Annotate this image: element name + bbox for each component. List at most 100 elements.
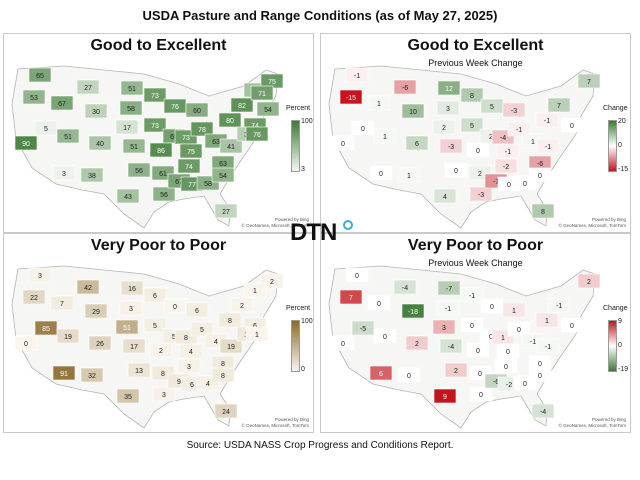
state-value-id: 1 bbox=[377, 101, 381, 108]
state-value-or: -15 bbox=[346, 95, 356, 102]
state-value-wy: 30 bbox=[92, 109, 100, 116]
state-fill-ky bbox=[179, 343, 203, 359]
state-value-ca: 0 bbox=[341, 341, 345, 348]
state-value-mn: 73 bbox=[151, 93, 159, 100]
state-value-de: 76 bbox=[253, 132, 261, 139]
panel-good-excellent-change: Good to Excellent Previous Week Change -… bbox=[320, 33, 631, 233]
state-fill-ks bbox=[439, 338, 463, 354]
state-fill-mo bbox=[466, 342, 490, 358]
state-fill-co bbox=[405, 135, 429, 151]
state-fill-ny bbox=[547, 297, 571, 313]
state-fill-fl bbox=[531, 203, 555, 219]
state-value-tn: -2 bbox=[503, 164, 509, 171]
state-fill-wa bbox=[345, 67, 369, 83]
state-value-il: 69 bbox=[170, 134, 178, 141]
state-fill-az bbox=[369, 365, 393, 381]
state-fill-la bbox=[152, 386, 176, 402]
state-fill-nm bbox=[80, 167, 104, 183]
state-fill-wy bbox=[401, 303, 425, 319]
state-value-nv: -5 bbox=[360, 326, 366, 333]
state-value-or: 53 bbox=[30, 95, 38, 102]
state-fill-id bbox=[50, 95, 74, 111]
state-fill-wy bbox=[84, 303, 108, 319]
state-value-wy: 29 bbox=[92, 309, 100, 316]
state-fill-ma bbox=[256, 101, 280, 117]
state-fill-oh bbox=[190, 121, 214, 137]
state-value-pa: 80 bbox=[226, 118, 234, 125]
state-value-mt: -6 bbox=[402, 85, 408, 92]
state-value-ut: 1 bbox=[383, 134, 387, 141]
state-fill-mt bbox=[76, 279, 100, 295]
legend-mid-label: 0 bbox=[618, 142, 622, 149]
state-fill-ut bbox=[56, 128, 80, 144]
state-fill-ok bbox=[444, 162, 468, 178]
legend-title: Change bbox=[603, 105, 628, 112]
credit-line-1: Powered by Bing bbox=[591, 217, 626, 222]
state-value-ms: 67 bbox=[175, 179, 183, 186]
state-fill-pa bbox=[218, 112, 242, 128]
state-value-az: 3 bbox=[62, 171, 66, 178]
state-value-me: 7 bbox=[587, 79, 591, 86]
legend-color-bar bbox=[608, 320, 617, 372]
state-value-wi: 5 bbox=[490, 104, 494, 111]
state-value-nm: 1 bbox=[407, 173, 411, 180]
state-value-ks: 51 bbox=[130, 144, 138, 151]
state-value-nm: 38 bbox=[88, 173, 96, 180]
state-value-ut: 19 bbox=[64, 334, 72, 341]
state-fill-fl bbox=[214, 203, 238, 219]
panel-title: Good to Excellent bbox=[90, 37, 227, 54]
state-value-nc: -6 bbox=[537, 161, 543, 168]
state-fill-fl bbox=[214, 403, 238, 419]
state-value-mo: 86 bbox=[157, 148, 165, 155]
state-fill-ks bbox=[439, 138, 463, 154]
state-fill-nv bbox=[351, 120, 375, 136]
state-value-ks: 17 bbox=[130, 344, 138, 351]
state-fill-sd bbox=[436, 100, 460, 116]
state-value-co: 6 bbox=[415, 141, 419, 148]
state-value-in: 73 bbox=[182, 135, 190, 142]
state-value-wi: 0 bbox=[173, 304, 177, 311]
state-fill-me bbox=[577, 273, 601, 289]
state-fill-nv bbox=[351, 320, 375, 336]
legend-min-label: 0 bbox=[301, 366, 305, 373]
state-value-nj: 0 bbox=[570, 123, 574, 130]
dtn-logo: DTN bbox=[290, 219, 353, 246]
state-value-pa: 8 bbox=[228, 318, 232, 325]
state-fill-az bbox=[369, 165, 393, 181]
state-value-mi: 6 bbox=[195, 308, 199, 315]
state-fill-ia bbox=[143, 317, 167, 333]
state-value-ne: 3 bbox=[442, 325, 446, 332]
state-value-nm: 0 bbox=[407, 373, 411, 380]
state-value-wi: 76 bbox=[171, 104, 179, 111]
state-value-ia: 73 bbox=[151, 123, 159, 130]
state-fill-tn bbox=[494, 358, 518, 374]
state-value-ca: 0 bbox=[24, 341, 28, 348]
state-fill-ut bbox=[373, 328, 397, 344]
state-fill-sd bbox=[436, 300, 460, 316]
us-map-very-poor-poor: 3227421636062210851929515585862617244191… bbox=[11, 265, 284, 429]
state-fill-la bbox=[469, 386, 493, 402]
state-value-sd: 3 bbox=[129, 306, 133, 313]
state-value-ky: 0 bbox=[506, 349, 510, 356]
state-fill-pa bbox=[535, 112, 559, 128]
state-value-id: 67 bbox=[58, 101, 66, 108]
credit-line-2: © GeoNames, Microsoft, TomTom bbox=[558, 223, 627, 228]
state-value-nv: 5 bbox=[44, 126, 48, 133]
state-fill-ne bbox=[432, 119, 456, 135]
state-value-ny: 7 bbox=[557, 103, 561, 110]
state-fill-ok bbox=[127, 362, 151, 378]
legend-title: Change bbox=[603, 305, 628, 312]
state-fill-va bbox=[219, 138, 243, 154]
state-fill-ny bbox=[547, 97, 571, 113]
state-value-nc: 63 bbox=[219, 161, 227, 168]
credit-line-2: © GeoNames, Microsoft, TomTom bbox=[558, 423, 627, 428]
state-value-tx: 4 bbox=[443, 194, 447, 201]
state-fill-nv bbox=[34, 120, 58, 136]
state-fill-mt bbox=[393, 279, 417, 295]
state-fill-ia bbox=[460, 117, 484, 133]
panel-very-poor-poor-change: Very Poor to Poor Previous Week Change 0… bbox=[320, 233, 631, 433]
map-credit: Powered by Bing © GeoNames, Microsoft, To… bbox=[559, 217, 627, 229]
panel-title: Very Poor to Poor bbox=[407, 237, 544, 254]
state-fill-mi bbox=[502, 102, 526, 118]
